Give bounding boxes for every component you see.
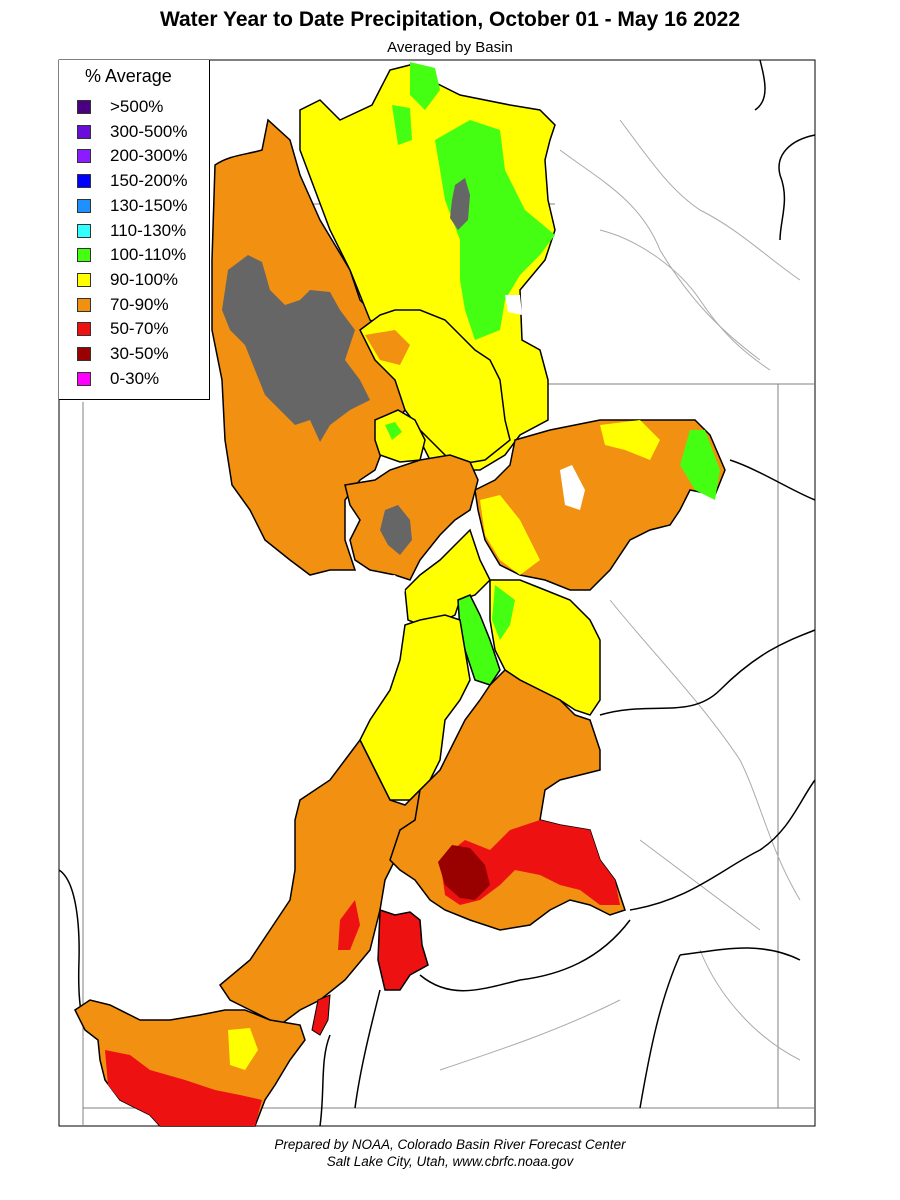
legend-item: 300-500%: [77, 121, 188, 143]
zone-orange-central: [365, 330, 410, 365]
outer-basin-lines: [58, 59, 816, 1127]
zone-white-east: [560, 465, 585, 510]
zone-green-north: [435, 120, 555, 340]
zone-green-provo: [385, 422, 402, 440]
rivers: [439, 119, 801, 1071]
legend-swatch: [77, 272, 91, 287]
legend-swatch: [77, 198, 91, 213]
map-frame: [58, 59, 816, 1127]
legend-item: >500%: [77, 96, 163, 118]
zone-yellow-south-tail: [228, 1028, 258, 1070]
basin-east-orange: [474, 419, 726, 591]
legend-label: 100-110%: [110, 245, 187, 265]
zone-green-east: [680, 430, 720, 500]
legend-label: 0-30%: [110, 368, 160, 388]
zone-white-1: [360, 575, 405, 615]
footer-credit: Prepared by NOAA, Colorado Basin River F…: [274, 1137, 626, 1152]
legend-item: 100-110%: [77, 244, 186, 266]
legend-label: 300-500%: [110, 121, 188, 141]
zone-green-san-rafael: [492, 585, 515, 640]
map-subtitle: Averaged by Basin: [387, 39, 513, 56]
zone-yellow-east-2: [480, 495, 540, 575]
zone-green-north-2: [410, 62, 440, 110]
basin-southwest-orange: [219, 738, 422, 1026]
legend-item: 110-130%: [77, 220, 186, 242]
legend-label: >500%: [110, 97, 164, 116]
legend-label: 70-90%: [110, 294, 169, 314]
legend-item: 70-90%: [77, 294, 169, 316]
legend-title: % Average: [85, 66, 172, 86]
legend-swatch: [77, 248, 91, 263]
legend-label: 130-150%: [110, 195, 188, 215]
legend: % Average >500% 300-500% 200-300% 150-200% 1…: [59, 60, 210, 400]
zone-white-2: [505, 295, 522, 315]
legend-label: 90-100%: [110, 269, 179, 289]
zone-red-strip: [311, 994, 331, 1036]
lake-great-salt-lake: [222, 255, 370, 442]
basin-central-orange: [344, 454, 479, 581]
zone-red-sw: [338, 900, 360, 950]
legend-label: 30-50%: [110, 344, 169, 363]
legend-item: 200-300%: [77, 145, 188, 167]
legend-item: 130-150%: [77, 195, 188, 217]
zone-green-north-3: [392, 105, 412, 145]
lake-flaming-gorge: [450, 178, 470, 230]
basin-red-south: [377, 908, 429, 991]
legend-item: 30-50%: [77, 343, 169, 365]
footer-location: Salt Lake City, Utah, www.cbrfc.noaa.gov: [326, 1154, 574, 1169]
legend-swatch: [77, 322, 91, 337]
map-title: Water Year to Date Precipitation, Octobe…: [159, 8, 741, 31]
zone-red-south-tail: [105, 1050, 262, 1126]
legend-swatch: [77, 347, 91, 361]
legend-swatch: [77, 174, 91, 189]
legend-label: 150-200%: [110, 171, 188, 191]
legend-swatch: [77, 371, 91, 386]
zone-yellow-east: [600, 420, 660, 460]
legend-item: 150-200%: [77, 170, 188, 192]
legend-item: 0-30%: [77, 368, 159, 390]
basin-san-rafael-yellow: [489, 579, 601, 716]
legend-item: 50-70%: [77, 318, 169, 340]
legend-label: 200-300%: [110, 146, 188, 166]
legend-swatch: [77, 124, 91, 139]
legend-label: 50-70%: [110, 319, 169, 339]
legend-label: 110-130%: [110, 220, 187, 240]
legend-swatch: [77, 223, 91, 238]
legend-swatch: [77, 100, 91, 114]
lake-utah-2: [380, 505, 412, 555]
legend-swatch: [77, 297, 91, 312]
zone-darkred-se: [438, 845, 490, 900]
legend-swatch: [77, 149, 91, 164]
legend-item: 90-100%: [77, 269, 178, 291]
